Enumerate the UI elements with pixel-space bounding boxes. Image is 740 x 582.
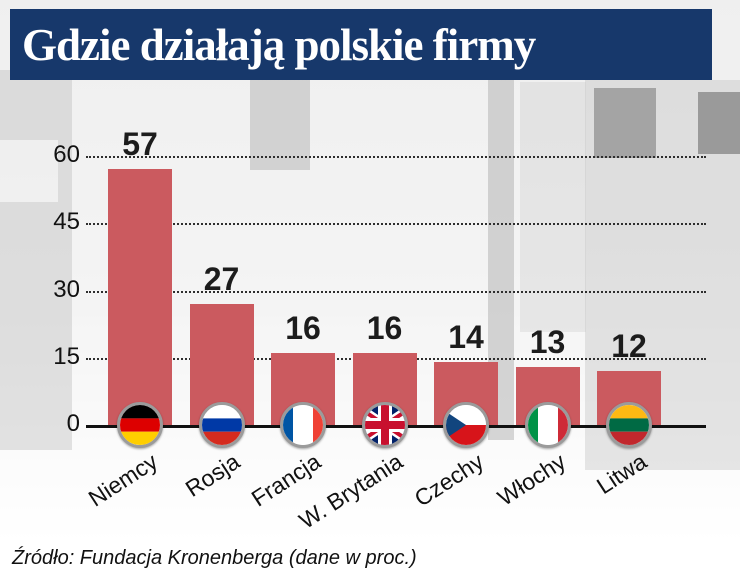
y-tick-label: 15 xyxy=(53,342,80,370)
source-caption: Źródło: Fundacja Kronenberga (dane w pro… xyxy=(12,547,417,569)
title-banner: Gdzie działają polskie firmy xyxy=(10,9,712,80)
y-tick-label: 60 xyxy=(53,141,80,168)
bar xyxy=(108,169,172,425)
gridline xyxy=(86,290,706,293)
background-shape xyxy=(0,70,72,450)
background-shape xyxy=(520,82,586,332)
background-shape xyxy=(0,140,58,202)
flag-germany-icon xyxy=(117,402,163,448)
flag-czech-icon xyxy=(443,402,489,448)
category-label: Litwa xyxy=(591,448,652,500)
y-tick-label: 0 xyxy=(66,410,80,437)
background-shape xyxy=(698,92,740,154)
bar-value-label: 14 xyxy=(448,319,484,356)
flag-uk-icon xyxy=(361,402,408,448)
bar-value-label: 27 xyxy=(203,260,240,297)
bar-value-label: 13 xyxy=(529,323,566,360)
y-tick-label: 45 xyxy=(53,208,80,236)
background-shape xyxy=(250,80,310,170)
y-tick-label: 30 xyxy=(53,275,80,303)
bar-value-label: 57 xyxy=(122,126,158,163)
page-title: Gdzie działają polskie firmy xyxy=(22,19,536,70)
background-shape xyxy=(594,88,656,158)
flag-lithuania-icon xyxy=(606,402,652,448)
bar-value-label: 16 xyxy=(285,310,321,347)
gridline xyxy=(86,223,706,226)
gridline xyxy=(86,156,706,158)
flag-france-icon xyxy=(280,402,326,448)
flag-russia-icon xyxy=(198,402,245,448)
background-photo xyxy=(0,0,740,540)
flag-italy-icon xyxy=(524,402,571,448)
bar-value-label: 16 xyxy=(366,310,403,347)
bar-value-label: 12 xyxy=(611,328,647,365)
